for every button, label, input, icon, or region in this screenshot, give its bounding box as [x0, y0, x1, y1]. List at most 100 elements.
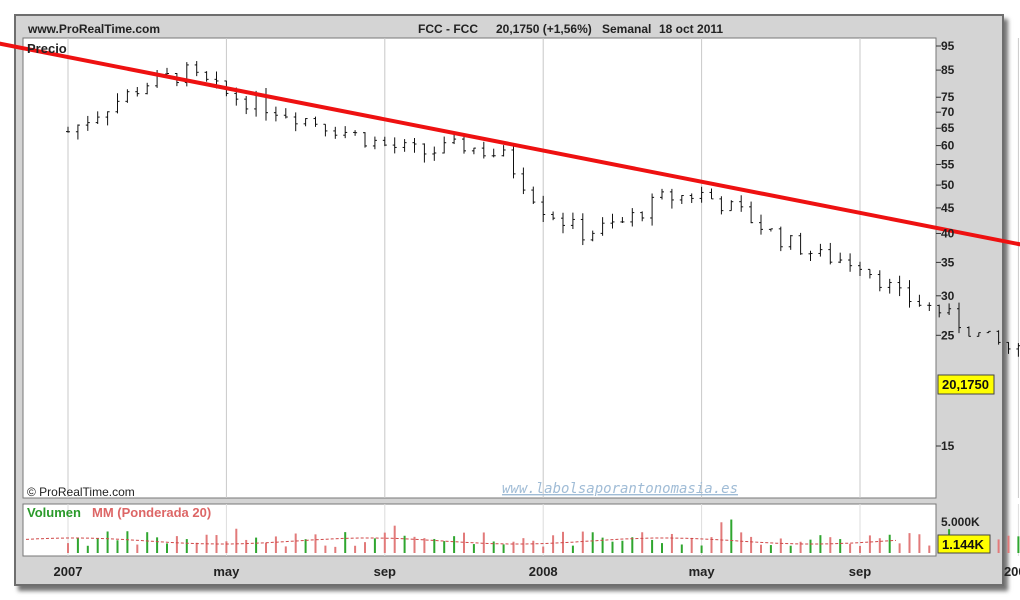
volume-bar — [740, 532, 743, 553]
volume-bar — [799, 541, 802, 553]
volume-bar — [601, 537, 604, 553]
volume-bar — [324, 545, 327, 553]
y-tick-label: 25 — [941, 328, 955, 342]
watermark-label: www.labolsaporantonomasia.es — [502, 481, 738, 497]
last-price-tag-box — [937, 374, 995, 395]
price-panel — [22, 37, 937, 499]
volume-bar — [383, 532, 386, 553]
volume-bar — [502, 544, 505, 553]
volume-bar — [175, 536, 178, 553]
y-tick-label: 50 — [941, 178, 955, 192]
last-volume-tag-box — [937, 534, 991, 554]
period-label: Semanal — [602, 22, 652, 36]
volume-bar — [136, 544, 139, 553]
volume-bar — [106, 531, 109, 553]
volume-bar — [720, 522, 723, 553]
volume-bar — [769, 545, 772, 553]
volume-bar — [245, 539, 248, 553]
volume-bar — [809, 539, 812, 553]
volume-panel — [22, 503, 937, 557]
volume-bar — [542, 546, 545, 553]
volume-bar — [86, 545, 89, 553]
volume-bar — [690, 537, 693, 553]
x-tick-label: 2008 — [529, 564, 558, 579]
x-axis-ticks: 2007maysep2008maysep2009maysep2010maysep… — [54, 564, 1020, 579]
x-tick-label: sep — [374, 564, 396, 579]
volume-ma-line — [25, 537, 897, 545]
volume-bar — [631, 537, 634, 553]
volume-bar — [294, 533, 297, 553]
volume-bar — [235, 528, 238, 553]
volume-bar — [463, 532, 465, 553]
x-tick-label: may — [689, 564, 716, 579]
y-tick-label: 70 — [941, 105, 955, 119]
trendline — [0, 41, 1020, 247]
volume-bar — [928, 545, 931, 553]
y-tick-label: 85 — [941, 63, 955, 77]
y-tick-label: 75 — [941, 90, 955, 104]
x-tick-label: 2009 — [1004, 564, 1020, 579]
volume-bar — [265, 542, 267, 553]
volume-bar — [750, 536, 753, 553]
symbol-label: FCC - FCC — [418, 22, 478, 36]
volume-bar — [126, 531, 129, 553]
volume-bar — [255, 537, 258, 553]
last-volume-tag: 1.144K — [942, 537, 985, 552]
volume-bar — [344, 532, 347, 553]
y-tick-label: 40 — [941, 226, 955, 240]
volume-bar — [146, 532, 149, 553]
volume-bar — [680, 544, 683, 553]
volume-bar — [730, 519, 733, 553]
date-label: 18 oct 2011 — [659, 22, 724, 36]
volume-bar — [898, 543, 901, 553]
x-tick-label: may — [213, 564, 240, 579]
volume-bar — [116, 540, 119, 553]
volume-bar — [443, 541, 446, 553]
volume-bar — [908, 533, 911, 553]
volume-bar — [76, 537, 79, 553]
volume-bar — [1017, 536, 1020, 553]
volume-bar — [779, 538, 782, 553]
volume-bar — [403, 535, 406, 553]
volume-bar — [859, 545, 861, 553]
volume-bar — [185, 539, 188, 553]
volume-bar — [849, 543, 852, 553]
site-label: www.ProRealTime.com — [28, 22, 161, 36]
volume-bar — [156, 537, 159, 553]
volume-label: Volumen — [27, 505, 81, 520]
volume-bar — [878, 538, 881, 553]
volume-bar — [670, 533, 673, 553]
volume-ma-label: MM (Ponderada 20) — [92, 505, 211, 520]
volume-bar — [839, 539, 842, 553]
x-tick-label: 2007 — [54, 564, 83, 579]
volume-bar — [789, 545, 792, 553]
price-label: Precio — [27, 41, 67, 56]
y-tick-label: 15 — [941, 439, 955, 453]
volume-bar — [364, 542, 366, 553]
volume-bar — [532, 540, 535, 553]
last-price-tag: 20,1750 — [942, 377, 989, 392]
volume-bar — [225, 541, 228, 553]
volume-bar — [581, 531, 584, 553]
y-tick-label: 30 — [941, 289, 955, 303]
copyright-label: © ProRealTime.com — [27, 485, 135, 499]
volume-bar — [413, 536, 416, 553]
volume-bar — [512, 541, 515, 553]
volume-bar — [661, 543, 663, 553]
volume-bar — [700, 545, 703, 553]
volume-bar — [868, 535, 871, 553]
volume-bar — [67, 543, 69, 553]
volume-bar — [373, 538, 376, 553]
volume-bar — [393, 525, 396, 553]
volume-tick-label: 5.000K — [941, 515, 980, 529]
candles — [66, 61, 1020, 357]
volume-bars — [25, 519, 1020, 553]
volume-bar — [472, 544, 475, 553]
y-tick-label: 65 — [941, 121, 955, 135]
volume-bar — [433, 538, 436, 553]
volume-bar — [492, 541, 495, 553]
y-tick-label: 95 — [941, 39, 955, 53]
volume-bar — [641, 532, 644, 553]
volume-bar — [482, 532, 485, 553]
